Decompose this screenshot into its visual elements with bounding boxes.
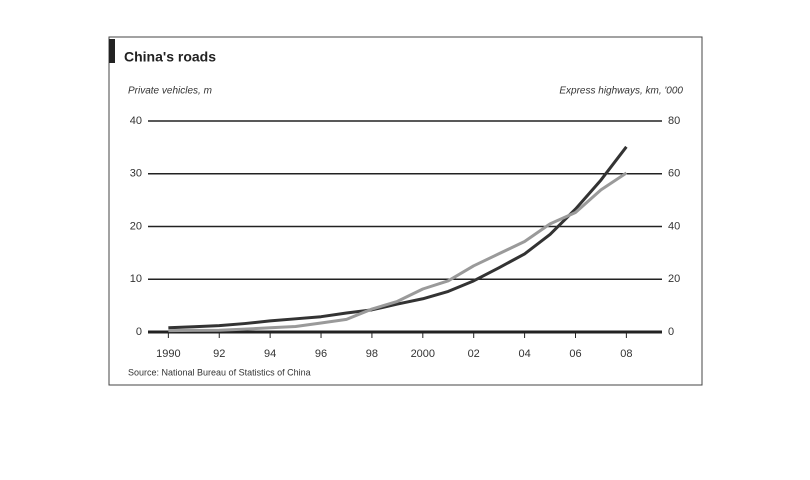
y-tick-label: 40 [130,115,142,127]
series-line [168,145,628,330]
y2-tick-label: 80 [668,115,680,127]
y2-axis-title: Express highways, km, '000 [559,86,683,97]
x-tick-label: 96 [315,348,327,360]
series-line [168,171,628,333]
x-tick-label: 02 [468,348,480,360]
y-tick-label: 30 [130,168,142,180]
y2-tick-label: 0 [668,326,674,338]
y2-tick-label: 60 [668,168,680,180]
y2-tick-label: 40 [668,220,680,232]
x-tick-label: 92 [213,348,225,360]
y-tick-label: 20 [130,220,142,232]
source: Source: National Bureau of Statistics of… [128,367,311,377]
x-tick-label: 08 [620,348,632,360]
x-tick-label: 04 [518,348,530,360]
y2-tick-label: 20 [668,273,680,285]
chart-title: China's roads [124,49,216,65]
x-tick-label: 06 [569,348,581,360]
x-tick-label: 1990 [156,348,180,360]
x-tick-label: 2000 [411,348,435,360]
x-tick-label: 94 [264,348,276,360]
frame [108,36,703,386]
title-bar [109,39,115,63]
x-tick-label: 98 [366,348,378,360]
y-axis-title: Private vehicles, m [128,86,212,97]
y-tick-label: 0 [136,326,142,338]
y-tick-label: 10 [130,273,142,285]
